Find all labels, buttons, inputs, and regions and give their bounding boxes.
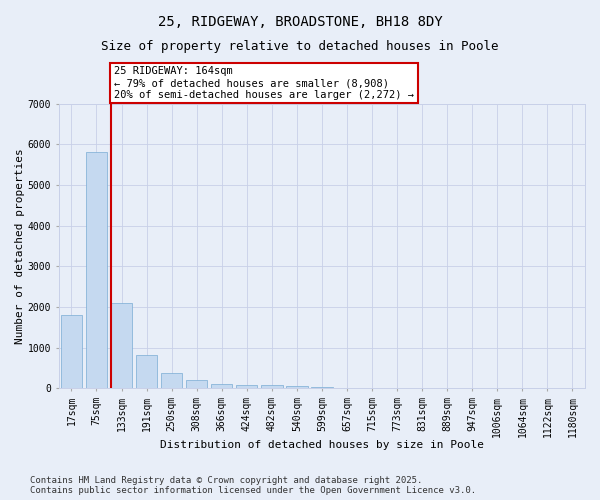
Bar (111, 303, 132, 388)
Bar (286, 386, 308, 388)
Bar (261, 385, 283, 388)
Text: Contains HM Land Registry data © Crown copyright and database right 2025.
Contai: Contains HM Land Registry data © Crown c… (30, 476, 476, 495)
Bar (236, 384, 257, 388)
Bar (161, 374, 182, 388)
X-axis label: Distribution of detached houses by size in Poole: Distribution of detached houses by size … (160, 440, 484, 450)
Bar (61, 315, 82, 388)
Bar (136, 355, 157, 388)
Text: Size of property relative to detached houses in Poole: Size of property relative to detached ho… (101, 40, 499, 53)
Text: 25 RIDGEWAY: 164sqm
← 79% of detached houses are smaller (8,908)
20% of semi-det: 25 RIDGEWAY: 164sqm ← 79% of detached ho… (114, 66, 414, 100)
Bar (311, 386, 332, 388)
Text: 25, RIDGEWAY, BROADSTONE, BH18 8DY: 25, RIDGEWAY, BROADSTONE, BH18 8DY (158, 15, 442, 29)
Bar (186, 380, 208, 388)
Bar (86, 152, 107, 388)
Y-axis label: Number of detached properties: Number of detached properties (15, 148, 25, 344)
Bar (211, 384, 232, 388)
